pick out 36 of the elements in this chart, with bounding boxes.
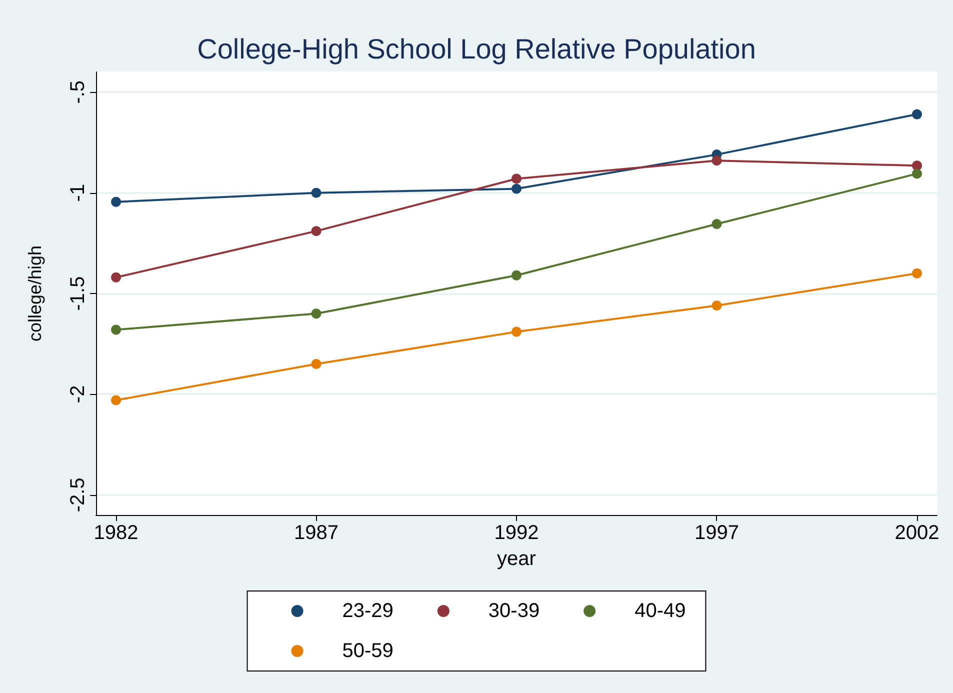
- point: [311, 188, 322, 198]
- y-tick-label: -.5: [67, 80, 89, 104]
- point: [111, 196, 122, 207]
- x-tick-label: 1982: [94, 522, 138, 544]
- point: [111, 272, 122, 282]
- point: [912, 109, 922, 120]
- chart-title: College-High School Log Relative Population: [197, 34, 756, 64]
- point: [311, 358, 322, 369]
- legend-label: 50-59: [342, 640, 394, 662]
- point: [712, 219, 722, 230]
- point: [111, 395, 122, 406]
- y-axis-title: college/high: [25, 245, 45, 342]
- point: [912, 168, 922, 179]
- point: [512, 174, 522, 184]
- point: [311, 226, 322, 236]
- y-tick-label: -1.5: [67, 276, 89, 311]
- point: [512, 184, 522, 194]
- x-axis-title: year: [497, 548, 536, 570]
- point: [712, 156, 722, 166]
- y-tick-label: -2: [67, 385, 89, 404]
- point: [912, 268, 922, 278]
- x-tick-label: 1992: [494, 522, 539, 544]
- y-tick-label: -2.5: [67, 478, 89, 512]
- legend-label: 30-39: [488, 600, 540, 622]
- x-tick-label: 1987: [294, 522, 339, 544]
- point: [512, 270, 522, 280]
- legend-label: 23-29: [342, 600, 394, 622]
- point: [912, 160, 922, 171]
- legend-label: 40-49: [634, 600, 686, 622]
- x-tick-label: 2002: [894, 522, 940, 544]
- x-tick-label: 1997: [694, 522, 739, 544]
- point: [111, 324, 122, 335]
- point: [512, 326, 522, 337]
- y-tick-label: -1: [67, 184, 89, 202]
- point: [712, 300, 722, 311]
- point: [311, 308, 322, 319]
